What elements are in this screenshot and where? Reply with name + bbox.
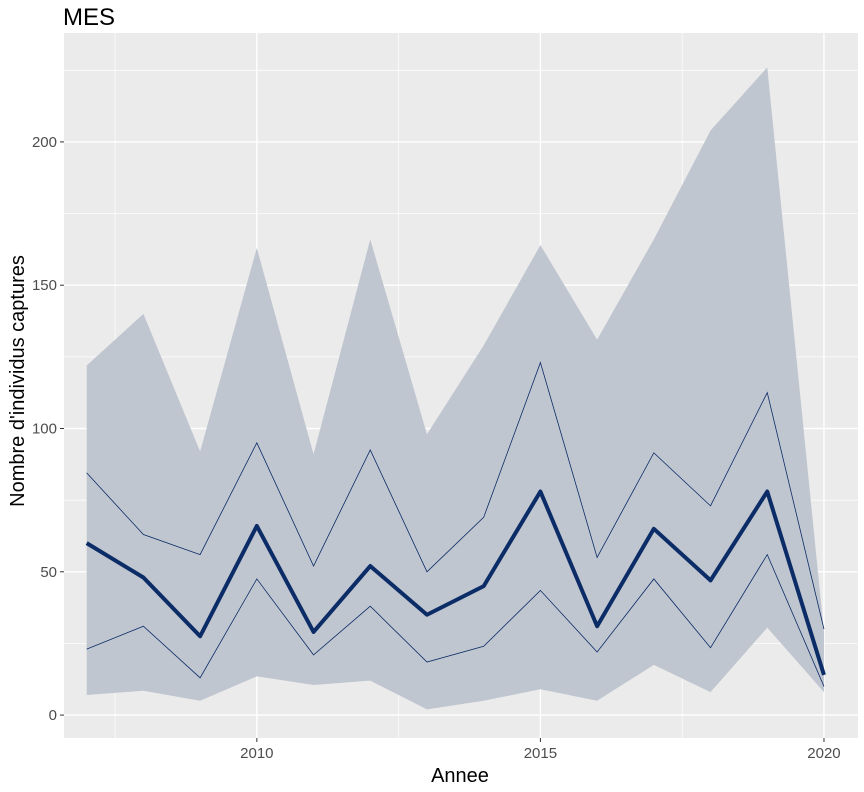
x-axis-title: Annee: [431, 765, 489, 787]
x-tick-label: 2020: [807, 745, 840, 762]
y-tick-label: 150: [32, 277, 57, 294]
series-line-inner-upper: [86, 361, 825, 630]
chart-title: MES: [63, 4, 115, 31]
y-tick-label: 100: [32, 420, 57, 437]
y-tick-label: 50: [40, 564, 57, 581]
axis-tick-labels: 2010 2015 2020 0 50 100 150 200: [32, 134, 841, 762]
series-line-median: [85, 489, 826, 676]
lines: [85, 361, 826, 687]
series-line-inner-lower: [86, 553, 825, 687]
y-tick-label: 200: [32, 134, 57, 151]
y-tick-label: 0: [49, 707, 57, 724]
x-tick-label: 2010: [240, 745, 273, 762]
y-axis-title: Nombre d'individus captures: [7, 255, 29, 507]
axis-ticks: [60, 141, 825, 742]
x-tick-label: 2015: [524, 745, 557, 762]
